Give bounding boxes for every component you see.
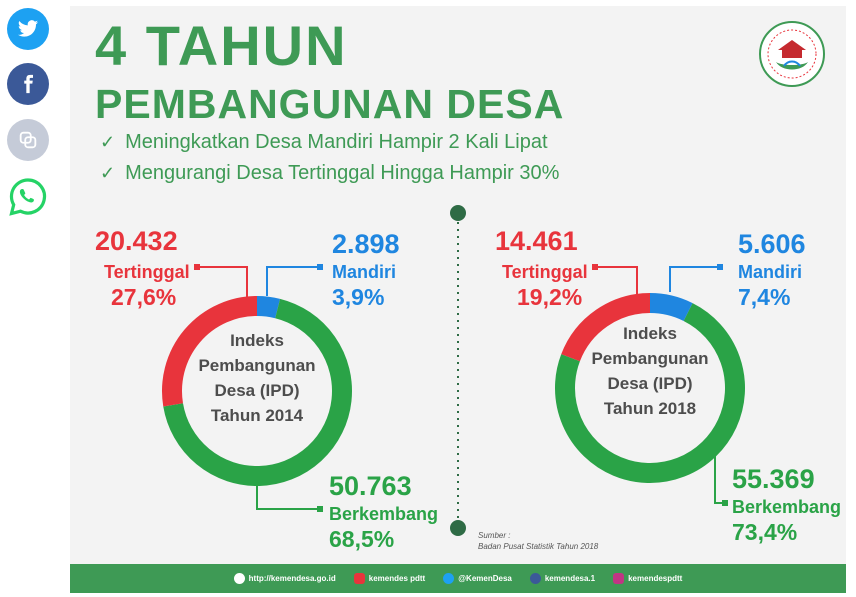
footer-label: kemendesa.1 [544, 574, 596, 583]
mandiri-percent-2018: 7,4% [738, 284, 791, 310]
tertinggal-percent-2018: 19,2% [517, 284, 583, 310]
facebook-icon [529, 573, 541, 584]
berkembang-label-2014: Berkembang [329, 504, 439, 524]
globe-icon [233, 573, 245, 584]
instagram-icon [613, 573, 625, 584]
leader-line [256, 481, 320, 510]
donut-slice-tertinggal [561, 293, 651, 362]
divider-dot [450, 205, 466, 221]
twitter-share-button[interactable] [7, 8, 49, 50]
donut-slice-mandiri [256, 296, 281, 319]
donut-slice-tertinggal [162, 296, 258, 407]
berkembang-percent-2018: 73,4% [732, 519, 798, 545]
footer-item: kemendes pdtt [353, 573, 426, 584]
mandiri-percent-2014: 3,9% [332, 284, 385, 310]
center-label-line: Desa (IPD) [607, 374, 693, 393]
twitter-icon [17, 20, 39, 37]
berkembang-count-2014: 50.763 [329, 471, 412, 501]
divider-dot [450, 520, 466, 536]
source-label: Sumber : [478, 531, 511, 540]
leader-marker [717, 264, 723, 270]
footer-label: kemendespdtt [628, 574, 683, 583]
whatsapp-share-button[interactable] [7, 176, 49, 218]
center-label-2018: Indeks Pembangunan Desa (IPD) Tahun 2018 [580, 321, 720, 421]
tertinggal-count-2018: 14.461 [495, 226, 578, 256]
mandiri-count-2018: 5.606 [738, 229, 806, 259]
source-text: Badan Pusat Statistik Tahun 2018 [478, 542, 599, 551]
source-note: Sumber : Badan Pusat Statistik Tahun 201… [478, 530, 598, 552]
tertinggal-label-2014: Tertinggal [104, 262, 190, 282]
title-line-2: PEMBANGUNAN DESA [95, 81, 565, 127]
footer-item: @KemenDesa [443, 573, 512, 584]
center-label-line: Indeks [230, 331, 284, 350]
leader-marker [592, 264, 598, 270]
footer-item: http://kemendesa.go.id [233, 573, 336, 584]
checkmark-icon: ✓ [100, 132, 116, 152]
center-label-line: Desa (IPD) [214, 381, 300, 400]
leader-line [595, 266, 638, 298]
bullet-text: Mengurangi Desa Tertinggal Hingga Hampir… [125, 162, 560, 184]
center-label-2014: Indeks Pembangunan Desa (IPD) Tahun 2014 [187, 328, 327, 428]
berkembang-percent-2014: 68,5% [329, 526, 395, 552]
leader-marker [722, 500, 728, 506]
center-label-line: Indeks [623, 324, 677, 343]
footer-item: kemendespdtt [613, 573, 682, 584]
footer-label: http://kemendesa.go.id [248, 574, 336, 583]
donut-slice-mandiri [649, 293, 693, 322]
leader-line [266, 266, 320, 296]
bullet-text: Meningkatkan Desa Mandiri Hampir 2 Kali … [125, 131, 548, 153]
youtube-icon [353, 573, 365, 584]
bullet-item: ✓ Meningkatkan Desa Mandiri Hampir 2 Kali… [100, 132, 548, 152]
leader-marker [317, 506, 323, 512]
mandiri-label-2018: Mandiri [738, 262, 803, 282]
twitter-icon [443, 573, 455, 584]
ministry-logo-icon [759, 21, 825, 87]
footer-bar: http://kemendesa.go.id kemendes pdtt @Ke… [70, 564, 846, 593]
mandiri-label-2014: Mandiri [332, 262, 397, 282]
center-label-line: Pembangunan [198, 356, 316, 375]
checkmark-icon: ✓ [100, 163, 116, 183]
donut-slice-berkembang [555, 303, 745, 483]
tertinggal-label-2018: Tertinggal [502, 262, 588, 282]
bullet-item: ✓ Mengurangi Desa Tertinggal Hingga Hampi… [100, 163, 559, 183]
berkembang-count-2018: 55.369 [732, 464, 815, 494]
tertinggal-percent-2014: 27,6% [111, 284, 177, 310]
footer-item: kemendesa.1 [529, 573, 596, 584]
leader-line [197, 266, 248, 301]
facebook-share-button[interactable] [7, 63, 49, 105]
facebook-icon [24, 74, 33, 94]
donut-slice-berkembang [163, 298, 352, 486]
tertinggal-count-2014: 20.432 [95, 226, 178, 256]
infographic: 4 TAHUN PEMBANGUNAN DESA ✓ Meningkatkan D… [70, 6, 846, 593]
leader-line [714, 451, 725, 504]
center-label-line: Tahun 2014 [210, 406, 304, 425]
leader-line [669, 266, 720, 292]
center-label-line: Pembangunan [591, 349, 709, 368]
copy-link-button[interactable] [7, 119, 49, 161]
mandiri-count-2014: 2.898 [332, 229, 400, 259]
donut-charts [162, 205, 745, 536]
whatsapp-icon [9, 178, 47, 216]
footer-label: @KemenDesa [458, 574, 512, 583]
berkembang-label-2018: Berkembang [732, 497, 842, 517]
footer-label: kemendes pdtt [368, 574, 426, 583]
center-label-line: Tahun 2018 [603, 399, 697, 418]
leader-marker [317, 264, 323, 270]
leader-marker [194, 264, 200, 270]
title-line-1: 4 TAHUN [95, 14, 348, 77]
copy-icon [19, 131, 37, 149]
